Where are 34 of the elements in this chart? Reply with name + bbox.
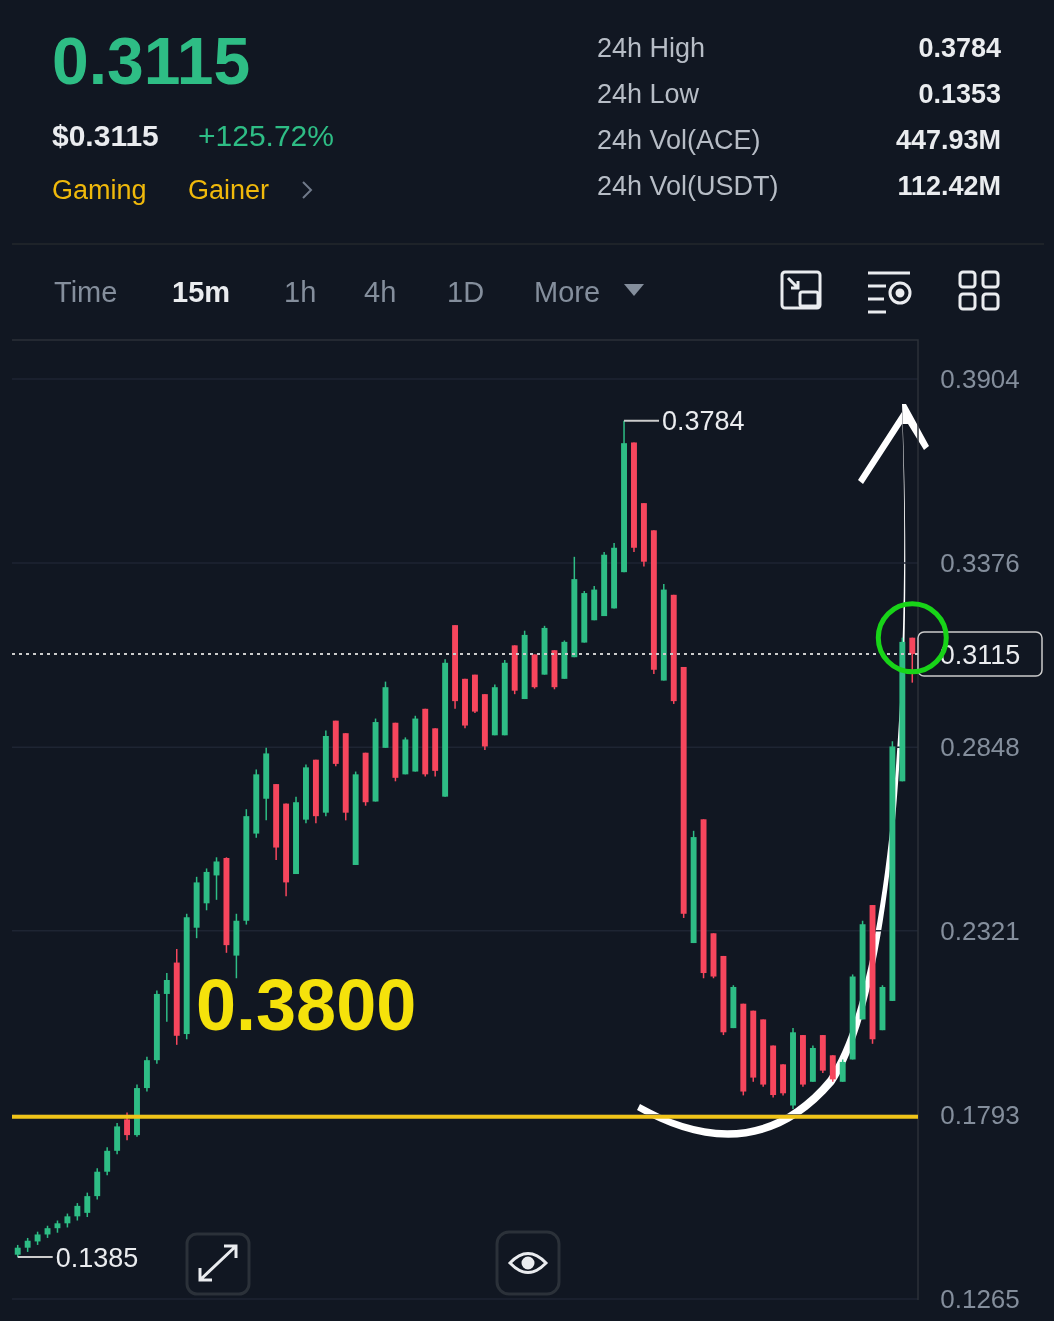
text: $0.3115: [52, 119, 159, 152]
text: 0.1353: [918, 79, 1001, 109]
annotation: 0.1385: [55, 1242, 139, 1273]
text: Gaming: [52, 175, 147, 205]
y-tick-label: 0.1265: [940, 1284, 1020, 1315]
text: Time: [54, 276, 118, 308]
candlestick: [909, 636, 916, 684]
annotation: 0.3800: [196, 965, 417, 1045]
text: 1h: [284, 276, 317, 308]
candlestick: [104, 1146, 111, 1176]
annotation: 0.3784: [662, 406, 745, 437]
text: 24h Low: [597, 79, 700, 109]
text: 24h Vol(USDT): [597, 171, 779, 201]
text: 24h Vol(ACE): [597, 125, 761, 155]
text: +125.72%: [198, 119, 334, 152]
candlestick: [163, 972, 170, 1023]
y-tick-label: 0.2321: [940, 915, 1020, 946]
text: 112.42M: [897, 171, 1001, 201]
text: More: [534, 276, 601, 308]
text: 4h: [364, 276, 397, 308]
text: 1D: [447, 276, 485, 308]
candlestick: [124, 1111, 131, 1142]
candlestick: [839, 1058, 846, 1083]
candlestick: [84, 1191, 91, 1218]
y-tick-label: 0.3376: [940, 548, 1020, 579]
y-tick-label: 0.2848: [940, 732, 1020, 763]
text: 15m: [172, 276, 231, 308]
y-tick-label: 0.3904: [940, 364, 1020, 395]
chart-title: 0.3115: [52, 24, 251, 98]
y-tick-label: 0.1793: [940, 1100, 1020, 1130]
text: 0.3784: [918, 33, 1001, 63]
text: Gainer: [188, 175, 270, 205]
text: 447.93M: [895, 125, 1001, 155]
text: 24h High: [597, 33, 706, 63]
